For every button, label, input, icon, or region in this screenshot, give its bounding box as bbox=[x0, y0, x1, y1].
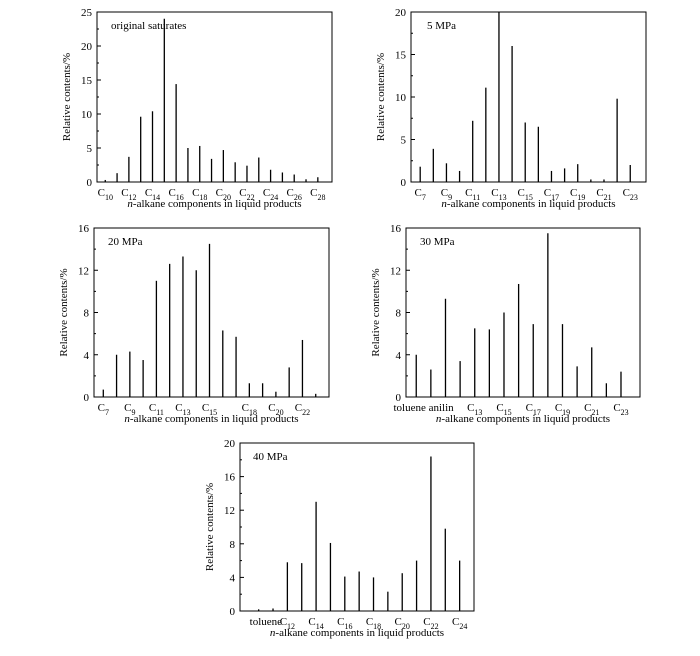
y-tick-label: 0 bbox=[87, 177, 93, 189]
chart-panel-4: 0 4 8 12 16 toluene anilin C13 C15 C17 C19 C21 C23 3… bbox=[370, 223, 641, 425]
chart-title: 40 MPa bbox=[253, 451, 288, 463]
x-tick-label: C7 bbox=[98, 402, 109, 417]
y-tick-label: 15 bbox=[395, 50, 407, 62]
x-tick-label: C18 bbox=[242, 402, 257, 417]
x-tick-label: C23 bbox=[623, 187, 638, 202]
chart-panel-2: 0 5 10 15 20 C7 C9 C11 C13 C15 C17 C19 C21 C23 5 MPa n-… bbox=[375, 7, 647, 210]
y-tick-label: 0 bbox=[396, 392, 402, 404]
y-tick-label: 0 bbox=[401, 177, 407, 189]
x-tick-label: C20 bbox=[216, 187, 231, 202]
x-tick-label: C16 bbox=[337, 616, 352, 631]
y-tick-label: 10 bbox=[395, 92, 407, 104]
x-tick-label: C28 bbox=[310, 187, 325, 202]
plot-frame bbox=[410, 11, 647, 183]
y-tick-label: 16 bbox=[224, 472, 236, 484]
x-tick-label: C22 bbox=[423, 616, 438, 631]
x-tick-label: C21 bbox=[596, 187, 611, 202]
y-axis-label: Relative contents/% bbox=[204, 483, 216, 571]
x-tick-label: C24 bbox=[263, 187, 278, 202]
x-tick-label: toluene anilin bbox=[393, 402, 454, 414]
x-tick-label: C13 bbox=[175, 402, 190, 417]
x-tick-label: C20 bbox=[268, 402, 283, 417]
x-tick-label: C14 bbox=[308, 616, 323, 631]
x-tick-label: C20 bbox=[395, 616, 410, 631]
x-axis-label: n-alkane components in liquid products bbox=[127, 198, 301, 210]
x-tick-label: C18 bbox=[192, 187, 207, 202]
chart-title: 5 MPa bbox=[427, 20, 456, 32]
x-tick-label: C12 bbox=[121, 187, 136, 202]
x-axis-label: n-alkane components in liquid products bbox=[441, 198, 615, 210]
y-axis-label: Relative contents/% bbox=[61, 53, 73, 141]
x-axis-label: n-alkane components in liquid products bbox=[436, 413, 610, 425]
y-tick-label: 16 bbox=[78, 223, 90, 235]
y-tick-label: 4 bbox=[84, 350, 90, 362]
x-tick-label: C26 bbox=[287, 187, 302, 202]
x-tick-label: C17 bbox=[526, 402, 541, 417]
y-axis-label: Relative contents/% bbox=[58, 268, 70, 356]
y-tick-label: 8 bbox=[396, 308, 402, 320]
x-tick-label: C12 bbox=[280, 616, 295, 631]
x-tick-label: C19 bbox=[555, 402, 570, 417]
y-tick-label: 20 bbox=[81, 41, 93, 53]
x-tick-label: C16 bbox=[168, 187, 183, 202]
chart-panel-3: 0 4 8 12 16 C7 C9 C11 C13 C15 C18 C20 C22 20 MPa n-alk… bbox=[58, 223, 330, 425]
x-tick-label: C7 bbox=[415, 187, 426, 202]
x-tick-label: C18 bbox=[366, 616, 381, 631]
x-tick-label: C21 bbox=[584, 402, 599, 417]
y-tick-label: 15 bbox=[81, 75, 93, 87]
y-tick-label: 0 bbox=[84, 392, 90, 404]
y-tick-label: 5 bbox=[401, 135, 407, 147]
plot-frame bbox=[405, 227, 641, 398]
x-tick-label: C17 bbox=[544, 187, 559, 202]
x-tick-label: C22 bbox=[239, 187, 254, 202]
x-tick-label: C9 bbox=[124, 402, 135, 417]
x-tick-label: C13 bbox=[491, 187, 506, 202]
y-axis-label: Relative contents/% bbox=[375, 53, 387, 141]
x-tick-label: C9 bbox=[441, 187, 452, 202]
chart-title: 30 MPa bbox=[420, 236, 455, 248]
y-tick-label: 12 bbox=[224, 505, 235, 517]
y-tick-label: 10 bbox=[81, 109, 93, 121]
x-tick-label: C11 bbox=[465, 187, 480, 202]
x-tick-label: C15 bbox=[518, 187, 533, 202]
y-tick-label: 4 bbox=[230, 572, 236, 584]
plot-frame bbox=[96, 11, 333, 183]
y-tick-label: 16 bbox=[390, 223, 402, 235]
x-tick-label: C15 bbox=[496, 402, 511, 417]
x-tick-label: C11 bbox=[149, 402, 164, 417]
x-tick-label: C15 bbox=[202, 402, 217, 417]
chart-panel-1: 0 5 10 15 20 25 C10 C12 C14 C16 C18 C20 C22 C24 C26 C28… bbox=[61, 7, 333, 210]
x-tick-label: C19 bbox=[570, 187, 585, 202]
x-tick-label: C24 bbox=[452, 616, 467, 631]
y-tick-label: 8 bbox=[230, 539, 236, 551]
chart-title: original saturates bbox=[111, 20, 186, 32]
plot-frame bbox=[239, 442, 475, 612]
y-tick-label: 4 bbox=[396, 350, 402, 362]
y-axis-label: Relative contents/% bbox=[370, 268, 382, 356]
y-tick-label: 12 bbox=[78, 265, 89, 277]
y-tick-label: 8 bbox=[84, 308, 90, 320]
y-tick-label: 20 bbox=[224, 438, 236, 450]
y-tick-label: 25 bbox=[81, 7, 93, 19]
x-tick-label: toluene bbox=[250, 616, 282, 628]
x-tick-label: C23 bbox=[613, 402, 628, 417]
y-tick-label: 5 bbox=[87, 143, 93, 155]
chart-title: 20 MPa bbox=[108, 236, 143, 248]
y-tick-label: 12 bbox=[390, 265, 401, 277]
x-tick-label: C14 bbox=[145, 187, 160, 202]
x-axis-label: n-alkane components in liquid products bbox=[270, 627, 444, 639]
x-tick-label: C10 bbox=[98, 187, 113, 202]
y-tick-label: 0 bbox=[230, 606, 236, 618]
x-tick-label: C22 bbox=[295, 402, 310, 417]
x-tick-label: C13 bbox=[467, 402, 482, 417]
x-axis-label: n-alkane components in liquid products bbox=[124, 413, 298, 425]
y-tick-label: 20 bbox=[395, 7, 407, 19]
